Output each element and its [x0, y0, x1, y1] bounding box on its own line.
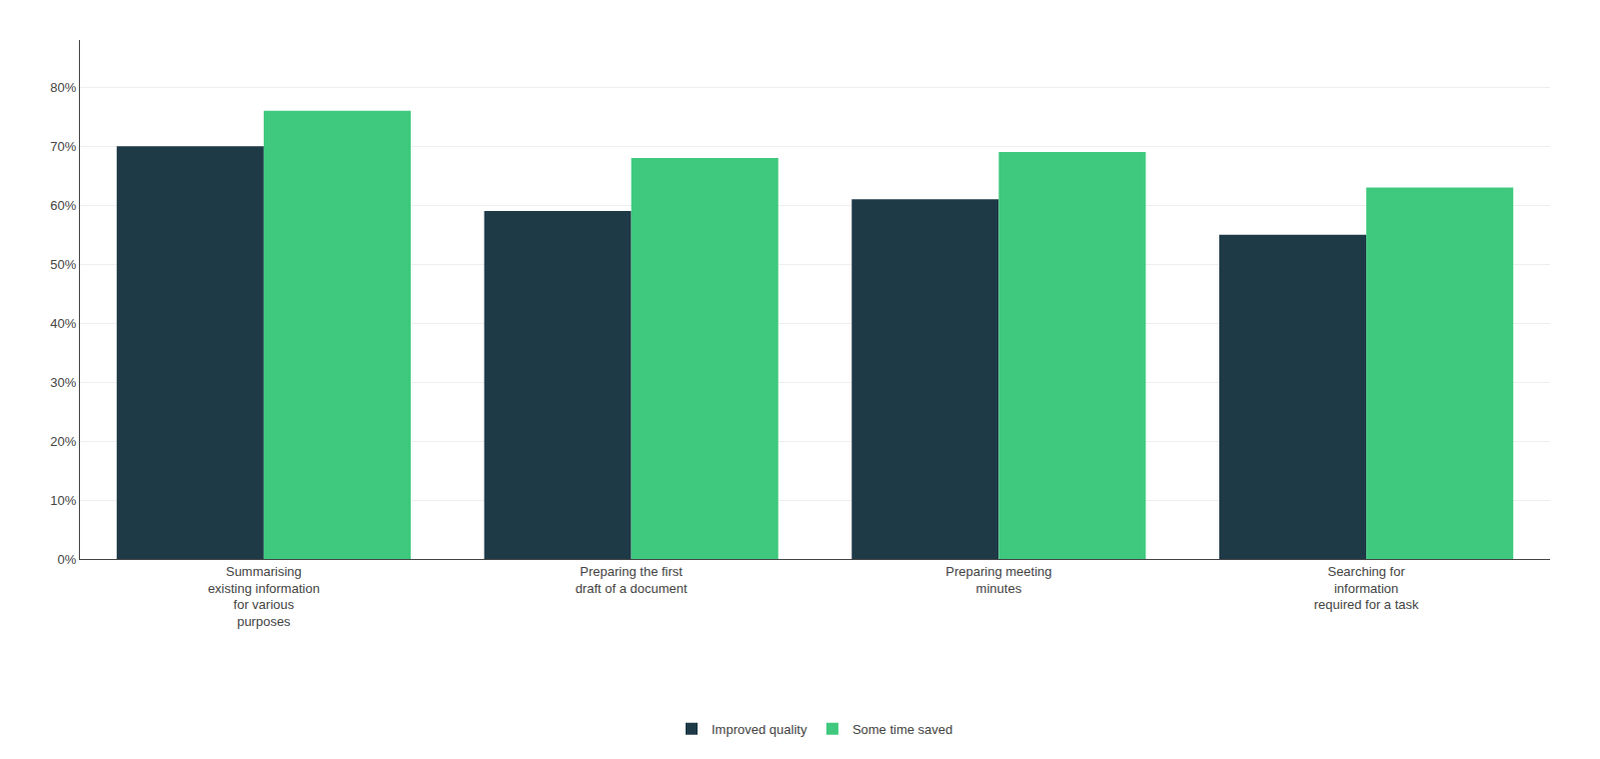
svg-text:40%: 40%: [49, 315, 76, 331]
svg-text:50%: 50%: [49, 256, 76, 272]
svg-text:30%: 30%: [49, 374, 76, 390]
svg-text:Searching forinformationrequir: Searching forinformationrequired for a t…: [1314, 563, 1420, 613]
svg-text:10%: 10%: [49, 492, 76, 508]
svg-text:Preparing meetingminutes: Preparing meetingminutes: [945, 563, 1052, 596]
svg-text:70%: 70%: [49, 138, 76, 154]
svg-text:Improved quality: Improved quality: [711, 721, 808, 737]
svg-text:80%: 80%: [49, 79, 76, 95]
svg-text:0%: 0%: [57, 551, 77, 567]
svg-text:Preparing the firstdraft of a: Preparing the firstdraft of a document: [575, 563, 688, 596]
svg-text:60%: 60%: [49, 197, 76, 213]
svg-text:20%: 20%: [49, 433, 76, 449]
svg-text:Some time saved: Some time saved: [852, 721, 953, 737]
svg-text:Summarisingexisting informatio: Summarisingexisting informationfor vario…: [207, 563, 320, 630]
